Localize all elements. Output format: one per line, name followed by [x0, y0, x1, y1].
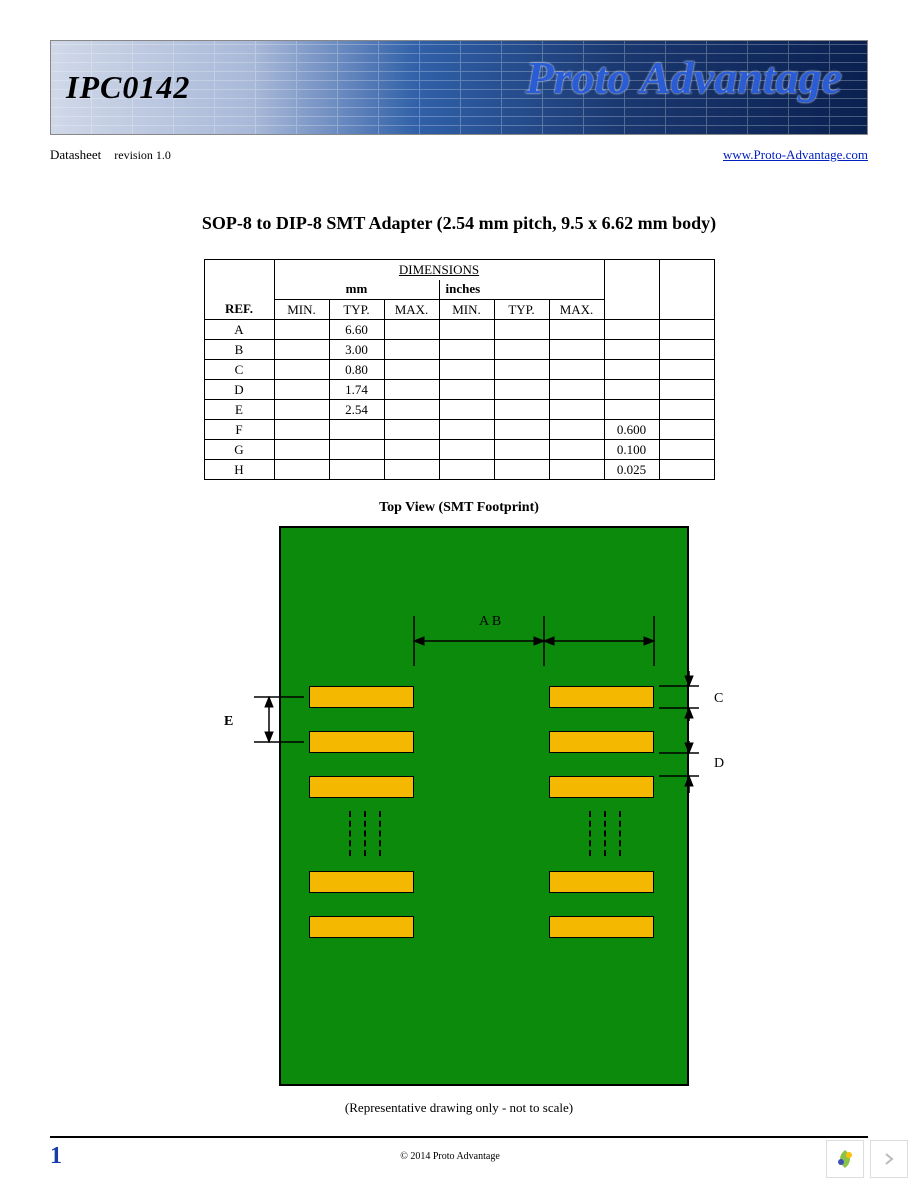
- col-max-in: MAX.: [549, 300, 604, 320]
- footprint-diagram: A B C D E: [179, 526, 739, 1116]
- part-number: IPC0142: [66, 69, 190, 106]
- datasheet-label: Datasheet: [50, 147, 101, 162]
- col-min-mm: MIN.: [274, 300, 329, 320]
- footprint-caption: Top View (SMT Footprint): [50, 500, 868, 516]
- dim-arrow-e: [234, 684, 304, 754]
- table-row: B3.00: [204, 340, 714, 360]
- table-row: H0.025: [204, 460, 714, 480]
- page-number: 1: [50, 1143, 62, 1170]
- table-row: A6.60: [204, 320, 714, 340]
- gap-dash: [364, 811, 367, 856]
- table-row: F0.600: [204, 420, 714, 440]
- footprint-note: (Representative drawing only - not to sc…: [179, 1100, 739, 1116]
- copyright: © 2014 Proto Advantage: [62, 1151, 838, 1162]
- mm-label: mm: [346, 281, 368, 296]
- col-typ-in: TYP.: [494, 300, 549, 320]
- label-ab: A B: [479, 614, 501, 630]
- revision-label: revision 1.0: [114, 148, 171, 162]
- ref-label: REF.: [225, 301, 253, 316]
- header-banner: IPC0142 Proto Advantage: [50, 40, 868, 135]
- table-row: C0.80: [204, 360, 714, 380]
- subheader: Datasheet revision 1.0 www.Proto-Advanta…: [50, 147, 868, 163]
- divider: [50, 1136, 868, 1138]
- dimensions-table: DIMENSIONS mm inches REF. MIN. TYP. MAX.…: [204, 259, 715, 480]
- col-typ-mm: TYP.: [329, 300, 384, 320]
- table-row: D1.74: [204, 380, 714, 400]
- table-row: E2.54: [204, 400, 714, 420]
- website-link[interactable]: www.Proto-Advantage.com: [723, 147, 868, 163]
- logo-icon[interactable]: [826, 1140, 864, 1178]
- gap-dash: [619, 811, 622, 856]
- gap-dash: [589, 811, 592, 856]
- page-title: SOP-8 to DIP-8 SMT Adapter (2.54 mm pitc…: [50, 213, 868, 234]
- gap-dash: [379, 811, 382, 856]
- brand-logo: Proto Advantage: [526, 51, 842, 104]
- smt-pad: [309, 731, 414, 753]
- viewer-toolbar: [826, 1140, 908, 1178]
- col-min-in: MIN.: [439, 300, 494, 320]
- inches-label: inches: [446, 281, 481, 296]
- label-c: C: [714, 691, 723, 707]
- smt-pad: [549, 776, 654, 798]
- smt-pad: [549, 871, 654, 893]
- smt-pad: [549, 731, 654, 753]
- dim-arrow-ab: [409, 606, 659, 676]
- smt-pad: [309, 871, 414, 893]
- dim-arrow-c: [659, 671, 719, 721]
- table-row: G0.100: [204, 440, 714, 460]
- next-page-button[interactable]: [870, 1140, 908, 1178]
- gap-dash: [604, 811, 607, 856]
- smt-pad: [309, 686, 414, 708]
- smt-pad: [549, 916, 654, 938]
- smt-pad: [309, 916, 414, 938]
- smt-pad: [549, 686, 654, 708]
- dimensions-title: DIMENSIONS: [274, 260, 604, 280]
- label-e: E: [224, 714, 233, 730]
- label-d: D: [714, 756, 724, 772]
- dim-arrow-d: [659, 741, 719, 801]
- col-max-mm: MAX.: [384, 300, 439, 320]
- gap-dash: [349, 811, 352, 856]
- footer: 1 © 2014 Proto Advantage: [50, 1143, 868, 1170]
- smt-pad: [309, 776, 414, 798]
